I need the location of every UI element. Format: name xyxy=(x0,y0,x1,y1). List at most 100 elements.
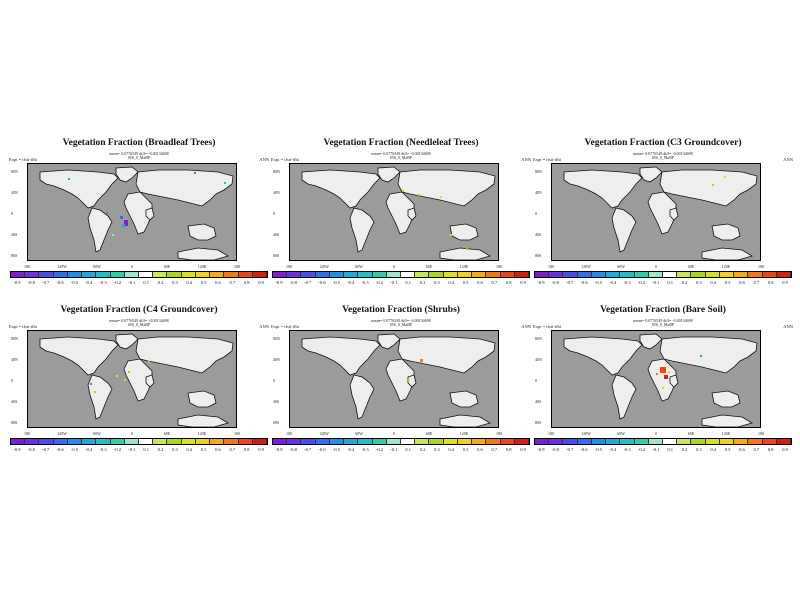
landmass xyxy=(177,414,229,427)
latitude-label: 80S xyxy=(273,420,280,425)
map-area xyxy=(289,163,499,261)
colorbar-swatch xyxy=(563,272,578,277)
colorbar-swatch xyxy=(415,439,430,444)
colorbar-tick-label: 0.8 xyxy=(505,447,512,452)
colorbar-swatch xyxy=(472,439,487,444)
latitude-label: 40S xyxy=(273,232,280,237)
landmass xyxy=(145,207,155,221)
landmass xyxy=(39,169,119,209)
colorbar-swatch xyxy=(252,439,267,444)
colorbar-tick-label: -0.4 xyxy=(347,280,355,285)
landmass xyxy=(439,414,491,427)
latitude-label: 0 xyxy=(11,378,13,383)
map-canvas xyxy=(301,166,496,260)
colorbar-tick-label: 0.7 xyxy=(491,280,498,285)
colorbar-swatch xyxy=(287,439,302,444)
latitude-label: 40N xyxy=(11,357,18,362)
anomaly-cell xyxy=(664,375,668,379)
colorbar-tick-label: 0.6 xyxy=(215,280,221,285)
colorbar-tick-label: -0.9 xyxy=(537,280,545,285)
colorbar-tick-label: -0.9 xyxy=(13,447,21,452)
map-panel: Vegetation Fraction (Broadleaf Trees) mea… xyxy=(9,138,269,298)
longitude-label: 180 xyxy=(24,264,30,269)
longitude-label: 180 xyxy=(24,431,30,436)
colorbar-tick-label: 0.3 xyxy=(696,280,702,285)
landmass xyxy=(385,191,415,235)
colorbar-swatch xyxy=(648,439,663,444)
anomaly-cell xyxy=(662,387,664,389)
colorbar-labels: -0.9 -0.8 -0.7 -0.6 -0.5 -0.4 -0.3 -0.2 -0.1 0.1 0… xyxy=(9,280,269,286)
longitude-label: 120W xyxy=(581,431,591,436)
colorbar-tick-label: -0.2 xyxy=(375,447,384,452)
landmass xyxy=(377,166,401,183)
experiment-label: Expt = tfsti-tfbi xyxy=(533,157,562,162)
colorbar-swatch xyxy=(577,439,592,444)
colorbar-swatch xyxy=(634,439,649,444)
colorbar-tick-label: 0.7 xyxy=(491,447,498,452)
colorbar-tick-label: -0.1 xyxy=(652,447,660,452)
colorbar-tick-label: -0.7 xyxy=(42,280,50,285)
colorbar-swatch xyxy=(386,439,401,444)
panel-subtitle-2: 056_0_MaBP xyxy=(651,322,675,327)
colorbar-tick-label: 0.2 xyxy=(681,280,688,285)
landmass xyxy=(123,191,153,235)
colorbar-swatch xyxy=(210,272,225,277)
landmass xyxy=(449,390,479,408)
colorbar-tick-label: 0.5 xyxy=(200,447,207,452)
colorbar-swatch xyxy=(443,439,458,444)
latitude-label: 40N xyxy=(11,190,18,195)
landmass xyxy=(711,390,741,408)
colorbar-tick-label: 0.3 xyxy=(434,447,440,452)
anomaly-cell xyxy=(712,184,714,186)
season-label: ANN xyxy=(259,157,269,162)
colorbar-swatch xyxy=(429,439,444,444)
latitude-label: 40N xyxy=(273,357,280,362)
colorbar-tick-label: 0.5 xyxy=(724,447,731,452)
colorbar-tick-label: 0.8 xyxy=(767,280,774,285)
landmass xyxy=(647,191,677,235)
colorbar-tick-label: 0.4 xyxy=(710,447,717,452)
latitude-label: 80N xyxy=(273,169,280,174)
colorbar-tick-label: 0.1 xyxy=(405,280,411,285)
colorbar-swatch xyxy=(273,439,288,444)
colorbar-tick-label: -0.5 xyxy=(594,447,602,452)
colorbar-swatch xyxy=(138,439,154,444)
colorbar-swatch xyxy=(514,272,529,277)
landmass xyxy=(115,333,139,350)
latitude-label: 80S xyxy=(11,253,18,258)
colorbar-tick-label: -0.1 xyxy=(128,447,136,452)
panel-subtitle: mean= 0.0776549 diff= -0.00134698 xyxy=(371,151,431,156)
colorbar-swatch xyxy=(11,272,26,277)
colorbar-swatch xyxy=(67,439,83,444)
colorbar-swatch xyxy=(486,272,501,277)
longitude-label: 0 xyxy=(393,431,395,436)
colorbar-swatch xyxy=(82,439,97,444)
panel-subtitle: mean= 0.0776549 diff= -0.00134698 xyxy=(109,318,169,323)
landmass xyxy=(647,358,677,402)
landmass xyxy=(187,223,217,241)
colorbar-swatch xyxy=(691,272,706,277)
anomaly-cell xyxy=(116,375,118,377)
colorbar-tick-label: -0.6 xyxy=(318,280,326,285)
colorbar-tick-label: 0.3 xyxy=(172,280,178,285)
map-area xyxy=(27,163,237,261)
colorbar-tick-label: 0.6 xyxy=(477,280,483,285)
panel-title: Vegetation Fraction (Needleleaf Trees) xyxy=(323,138,479,148)
colorbar-swatch xyxy=(620,272,635,277)
landmass xyxy=(669,207,679,221)
colorbar-swatch xyxy=(719,439,735,444)
longitude-label: 180 xyxy=(496,264,502,269)
colorbar-swatch xyxy=(514,439,529,444)
landmass xyxy=(397,169,496,207)
longitude-label: 180 xyxy=(234,264,240,269)
longitude-label: 60E xyxy=(425,264,433,269)
landmass xyxy=(377,333,401,350)
landmass xyxy=(301,169,381,209)
colorbar-tick-label: 0.9 xyxy=(258,447,264,452)
colorbar-tick-label: 0.8 xyxy=(243,447,250,452)
landmass xyxy=(659,336,758,374)
landmass xyxy=(135,169,234,207)
anomaly-cell xyxy=(440,196,442,198)
colorbar-swatch xyxy=(344,272,359,277)
colorbar-swatch xyxy=(153,272,168,277)
